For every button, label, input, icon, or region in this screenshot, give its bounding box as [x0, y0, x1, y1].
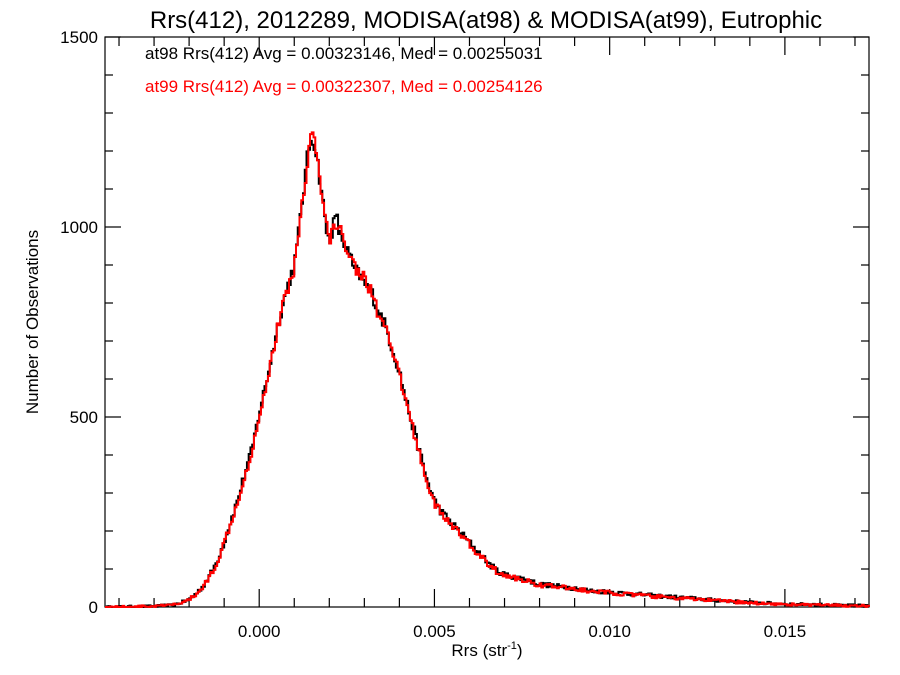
chart-title: Rrs(412), 2012289, MODISA(at98) & MODISA…: [150, 7, 822, 34]
y-tick-label: 1000: [60, 218, 98, 237]
x-tick-label: 0.005: [413, 622, 456, 641]
legend-entry-at99: at99 Rrs(412) Avg = 0.00322307, Med = 0.…: [145, 77, 543, 96]
series-layer: [105, 131, 870, 608]
x-tick-label: 0.015: [764, 622, 807, 641]
x-axis-label-superscript: -1: [507, 640, 517, 652]
y-tick-label: 500: [70, 408, 98, 427]
x-axis-label-main: Rrs (str: [451, 641, 507, 660]
legend-entry-at98: at98 Rrs(412) Avg = 0.00323146, Med = 0.…: [145, 44, 543, 63]
plot-frame: [104, 36, 870, 608]
axis-ticks: 0.000 0.005 0.010 0.015 0 500 1000 1500: [60, 28, 869, 641]
x-axis-label: Rrs (str-1): [451, 640, 522, 660]
y-tick-label: 0: [89, 598, 98, 617]
x-tick-label: 0.010: [588, 622, 631, 641]
x-tick-label: 0.000: [238, 622, 281, 641]
series-at98-line: [105, 139, 870, 608]
y-axis-label: Number of Observations: [23, 230, 42, 414]
y-tick-label: 1500: [60, 28, 98, 47]
series-at99-line: [105, 131, 870, 608]
x-axis-label-tail: ): [517, 641, 523, 660]
